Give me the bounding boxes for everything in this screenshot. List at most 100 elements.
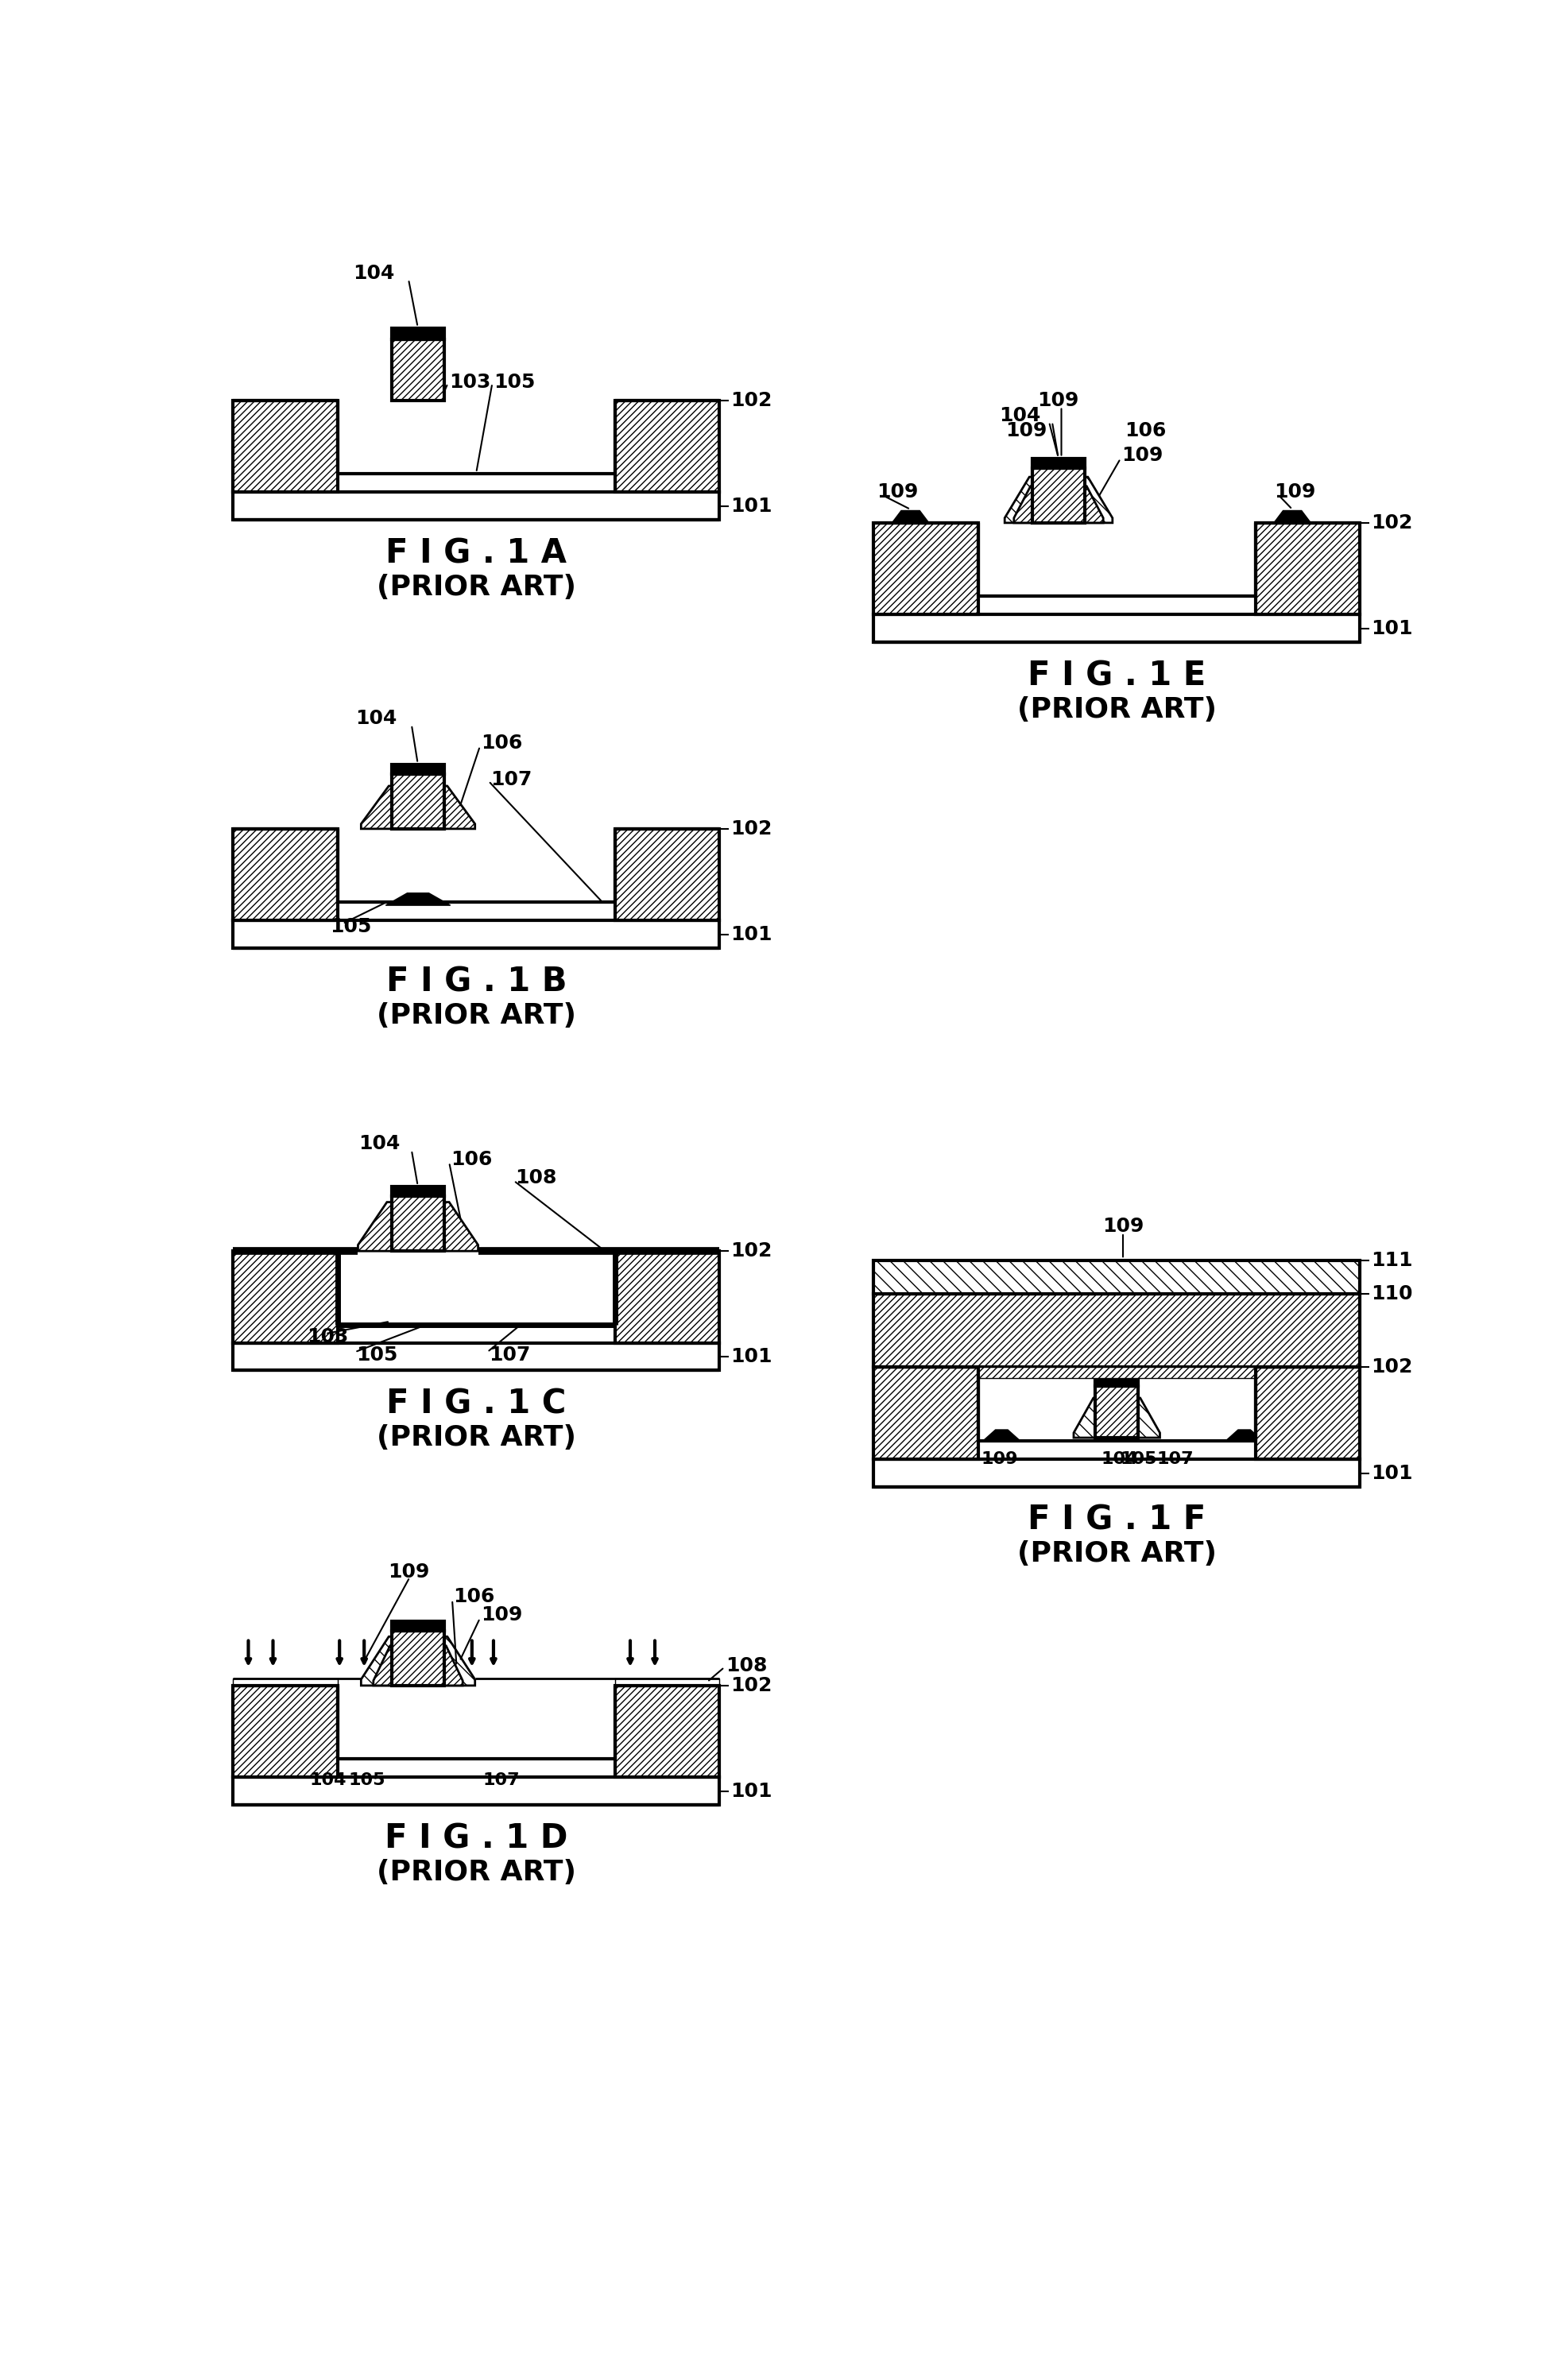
Text: F I G . 1 E: F I G . 1 E (1027, 660, 1206, 693)
Text: F I G . 1 C: F I G . 1 C (386, 1387, 566, 1422)
Bar (615, 401, 720, 493)
Text: 106: 106 (453, 1587, 495, 1606)
Bar (392, 773, 444, 828)
Polygon shape (1085, 476, 1112, 523)
Text: 109: 109 (1038, 391, 1079, 410)
Text: (PRIOR ART): (PRIOR ART) (1018, 1540, 1217, 1568)
Text: (PRIOR ART): (PRIOR ART) (1018, 696, 1217, 724)
Text: 109: 109 (1005, 422, 1047, 441)
Bar (873, 1460, 1359, 1486)
Text: 102: 102 (731, 1677, 771, 1695)
Bar (615, 1252, 720, 1342)
Bar (873, 1259, 1359, 1295)
Text: 107: 107 (483, 1773, 519, 1787)
Bar (873, 523, 978, 615)
Text: 111: 111 (1370, 1250, 1413, 1271)
Bar (1094, 1379, 1138, 1387)
Bar (873, 615, 1359, 641)
Text: 102: 102 (731, 1243, 771, 1262)
Bar (1094, 1387, 1138, 1438)
Text: 102: 102 (731, 818, 771, 839)
Text: 107: 107 (489, 1346, 530, 1365)
Bar (234, 1342, 720, 1370)
Bar (392, 1629, 444, 1686)
Polygon shape (983, 1429, 1021, 1441)
Polygon shape (1005, 476, 1032, 523)
Text: 102: 102 (1370, 514, 1413, 533)
Text: (PRIOR ART): (PRIOR ART) (376, 573, 575, 601)
Bar (615, 828, 720, 920)
Text: 109: 109 (387, 1563, 430, 1582)
Polygon shape (444, 1646, 463, 1686)
Polygon shape (361, 785, 392, 828)
Bar (1256, 523, 1359, 615)
Text: 109: 109 (1102, 1217, 1143, 1236)
Text: 109: 109 (982, 1450, 1018, 1467)
Text: 105: 105 (494, 373, 535, 391)
Text: 103: 103 (448, 373, 491, 391)
Text: (PRIOR ART): (PRIOR ART) (376, 1858, 575, 1886)
Polygon shape (386, 894, 450, 905)
Text: 106: 106 (481, 733, 522, 752)
Bar (392, 340, 444, 401)
Text: 104: 104 (356, 710, 397, 729)
Text: 106: 106 (1124, 422, 1167, 441)
Text: 101: 101 (1370, 1464, 1413, 1483)
Text: 108: 108 (726, 1655, 767, 1677)
Text: (PRIOR ART): (PRIOR ART) (376, 1002, 575, 1028)
Text: 107: 107 (1157, 1450, 1193, 1467)
Text: 107: 107 (491, 771, 532, 790)
Text: 101: 101 (731, 924, 773, 943)
Bar (234, 828, 337, 920)
Bar (978, 1368, 1256, 1379)
Text: 109: 109 (1273, 483, 1316, 502)
Polygon shape (444, 1203, 478, 1252)
Bar (392, 764, 444, 773)
Polygon shape (1085, 486, 1104, 523)
Bar (234, 1252, 337, 1342)
Text: 110: 110 (1370, 1285, 1413, 1304)
Text: 104: 104 (999, 406, 1041, 424)
Bar (392, 328, 444, 340)
Bar (873, 1295, 1359, 1368)
Text: 109: 109 (481, 1606, 522, 1625)
Polygon shape (892, 512, 928, 523)
Bar (1032, 467, 1085, 523)
Text: 102: 102 (731, 391, 771, 410)
Text: 104: 104 (359, 1134, 400, 1153)
Bar (234, 1679, 337, 1686)
Text: 101: 101 (1370, 620, 1413, 639)
Text: 105: 105 (331, 917, 372, 936)
Text: F I G . 1 B: F I G . 1 B (386, 964, 566, 997)
Text: F I G . 1 A: F I G . 1 A (386, 538, 568, 571)
Text: F I G . 1 D: F I G . 1 D (384, 1823, 568, 1856)
Text: 109: 109 (1121, 446, 1163, 465)
Bar (392, 1186, 444, 1196)
Text: 101: 101 (731, 1783, 773, 1802)
Text: (PRIOR ART): (PRIOR ART) (376, 1424, 575, 1450)
Bar (615, 1686, 720, 1778)
Bar (873, 1368, 978, 1460)
Polygon shape (444, 785, 475, 828)
Text: 105: 105 (356, 1346, 398, 1365)
Polygon shape (1014, 486, 1032, 523)
Bar (234, 920, 720, 948)
Bar (392, 1196, 444, 1252)
Text: 105: 105 (1120, 1450, 1157, 1467)
Text: 106: 106 (450, 1151, 492, 1170)
Text: 104: 104 (310, 1773, 347, 1787)
Bar (1032, 457, 1085, 467)
Text: 102: 102 (1370, 1358, 1413, 1377)
Bar (615, 1679, 720, 1686)
Polygon shape (358, 1203, 392, 1252)
Polygon shape (444, 1636, 475, 1686)
Text: 109: 109 (877, 483, 919, 502)
Text: 104: 104 (353, 264, 394, 283)
Polygon shape (1273, 512, 1311, 523)
Polygon shape (1226, 1429, 1262, 1441)
Polygon shape (1074, 1398, 1094, 1438)
Text: F I G . 1 F: F I G . 1 F (1027, 1504, 1206, 1537)
Text: 103: 103 (307, 1328, 348, 1346)
Bar (392, 1622, 444, 1629)
Bar (234, 493, 720, 519)
